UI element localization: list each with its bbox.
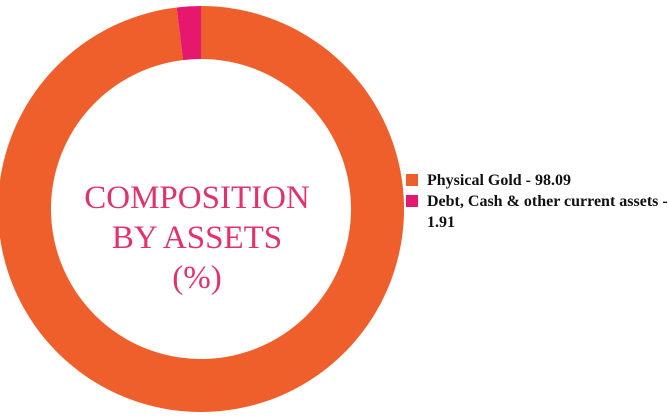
legend: Physical Gold - 98.09 Debt, Cash & other … (406, 170, 668, 233)
legend-item: Physical Gold - 98.09 (406, 170, 668, 191)
title-line: (%) (172, 260, 222, 296)
chart-title: COMPOSITION BY ASSETS (%) (57, 178, 337, 298)
legend-swatch (406, 195, 418, 207)
title-line: BY ASSETS (111, 220, 283, 256)
legend-swatch (406, 174, 418, 186)
legend-label: Debt, Cash & other current assets - 1.91 (427, 193, 668, 231)
legend-item: Debt, Cash & other current assets - 1.91 (406, 191, 668, 233)
donut-segment (176, 6, 201, 61)
legend-label: Physical Gold - 98.09 (427, 172, 572, 189)
title-line: COMPOSITION (84, 180, 310, 216)
